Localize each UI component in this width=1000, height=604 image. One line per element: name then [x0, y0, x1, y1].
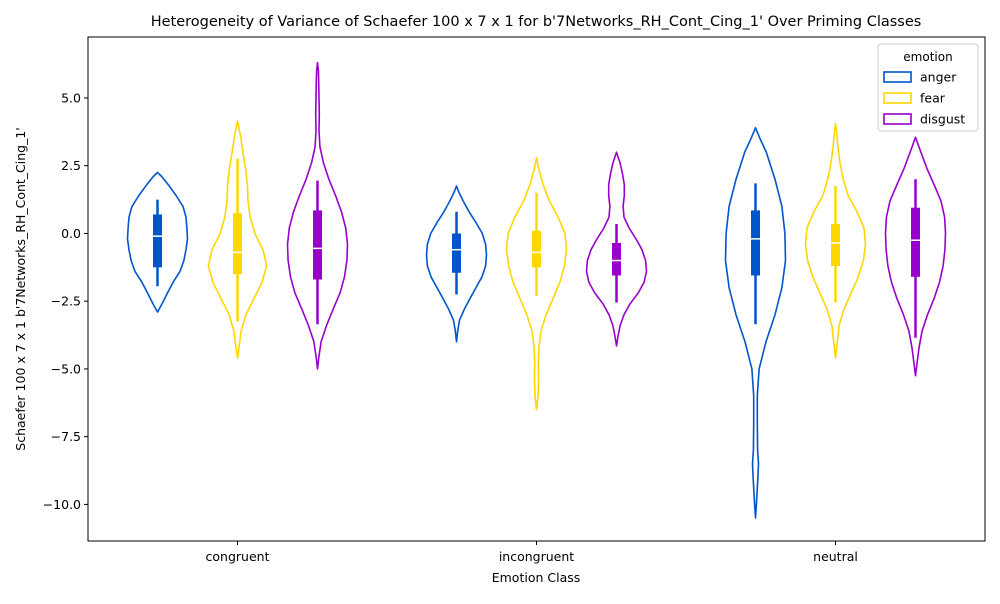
- chart-title: Heterogeneity of Variance of Schaefer 10…: [151, 14, 922, 30]
- y-tick-label: 2.5: [61, 158, 81, 173]
- y-tick-label: −5.0: [51, 361, 81, 376]
- violin-fear-incongruent: [505, 156, 568, 411]
- iqr-box-fear-incongruent: [532, 230, 541, 268]
- y-tick-label: −10.0: [43, 497, 81, 512]
- iqr-box-fear-congruent: [233, 213, 242, 275]
- violin-anger-neutral: [724, 127, 787, 519]
- y-tick-label: −7.5: [51, 429, 81, 444]
- iqr-box-anger-neutral: [751, 210, 760, 276]
- x-tick-label-incongruent: incongruent: [499, 549, 574, 564]
- legend-label-anger: anger: [920, 70, 957, 85]
- iqr-box-anger-congruent: [153, 214, 162, 268]
- legend-title: emotion: [903, 50, 952, 64]
- violin-anger-congruent: [126, 171, 189, 313]
- violin-fear-neutral: [804, 122, 867, 359]
- violin-disgust-congruent: [286, 61, 349, 370]
- x-tick-label-congruent: congruent: [206, 549, 270, 564]
- violin-fear-congruent: [207, 120, 268, 359]
- legend-label-fear: fear: [920, 91, 946, 106]
- axes: −10.0 −7.5 −5.0 −2.5 0.0 2.5 5.0 congruent incon…: [43, 90, 858, 564]
- iqr-box-disgust-congruent: [313, 210, 322, 280]
- y-tick-label: −2.5: [51, 294, 81, 309]
- violin-anger-incongruent: [425, 185, 488, 343]
- legend: emotion anger fear disgust: [877, 43, 979, 132]
- plot-area: [126, 61, 947, 519]
- legend-frame: [877, 43, 979, 132]
- legend-swatch-anger: [883, 71, 912, 83]
- y-tick-label: 5.0: [61, 90, 81, 105]
- violin-disgust-neutral: [884, 136, 947, 377]
- iqr-box-anger-incongruent: [452, 233, 461, 273]
- iqr-box-disgust-incongruent: [612, 242, 621, 276]
- violin-disgust-incongruent: [585, 151, 648, 347]
- x-tick-label-neutral: neutral: [813, 549, 858, 564]
- legend-swatch-fear: [883, 92, 912, 104]
- legend-swatch-disgust: [883, 113, 912, 125]
- x-axis-label: Emotion Class: [492, 570, 581, 585]
- y-tick-label: 0.0: [61, 226, 81, 241]
- legend-label-disgust: disgust: [920, 112, 965, 127]
- y-axis-label: Schaefer 100 x 7 x 1 b'7Networks_RH_Cont…: [13, 127, 28, 450]
- iqr-box-fear-neutral: [831, 223, 840, 266]
- iqr-box-disgust-neutral: [911, 207, 920, 277]
